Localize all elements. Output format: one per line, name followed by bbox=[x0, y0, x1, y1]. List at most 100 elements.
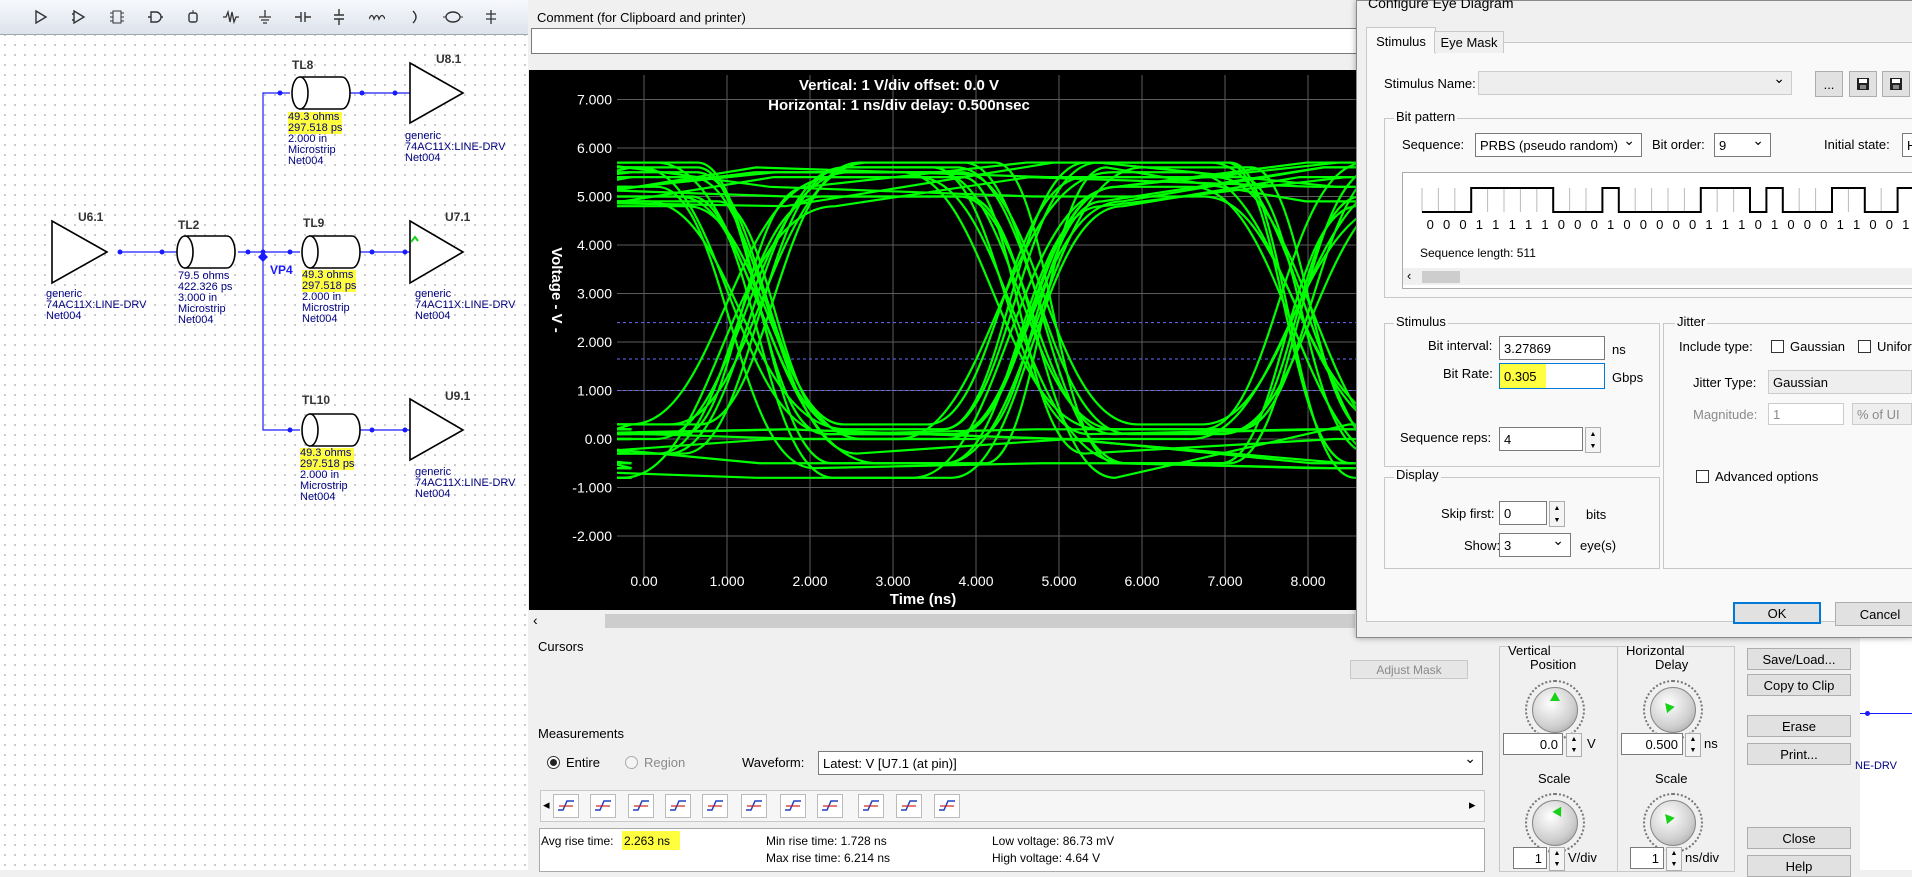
gaussian-checkbox[interactable] bbox=[1771, 340, 1784, 353]
part-ref-tl9: TL9 bbox=[303, 216, 325, 230]
ic-icon[interactable] bbox=[104, 5, 130, 29]
jitter-type-select[interactable]: Gaussian bbox=[1768, 370, 1912, 394]
bit-value-label: 0 bbox=[1591, 217, 1598, 232]
bit-value-label: 0 bbox=[1623, 217, 1630, 232]
inductor-icon[interactable] bbox=[364, 5, 390, 29]
resistor-icon[interactable] bbox=[218, 5, 244, 29]
probe-tool-icon[interactable] bbox=[858, 794, 884, 818]
crossing-tool-icon[interactable] bbox=[817, 794, 843, 818]
schematic-canvas[interactable]: U6.1 generic 74AC11X:LINE-DRV Net004 TL2 7… bbox=[0, 0, 529, 870]
scroll-left-icon[interactable]: ‹ bbox=[533, 612, 538, 628]
knob-indicator-icon bbox=[1550, 692, 1560, 701]
magnitude-input[interactable]: 1 bbox=[1768, 403, 1844, 425]
browse-button[interactable]: ... bbox=[1815, 71, 1843, 97]
bit-scroll-thumb[interactable] bbox=[1422, 271, 1460, 283]
adjust-mask-button[interactable]: Adjust Mask bbox=[1350, 660, 1468, 679]
horizontal-scale-knob[interactable] bbox=[1650, 800, 1696, 846]
part-label-u6[interactable]: generic 74AC11X:LINE-DRV Net004 bbox=[46, 288, 147, 322]
save-load-button[interactable]: Save/Load... bbox=[1747, 648, 1851, 670]
probe-icon[interactable] bbox=[180, 5, 206, 29]
help-button[interactable]: Help bbox=[1747, 855, 1851, 877]
horizontal-scale-input[interactable]: 1 bbox=[1630, 847, 1664, 869]
show-select[interactable]: 3 bbox=[1499, 532, 1571, 557]
vertical-scale-knob[interactable] bbox=[1532, 800, 1578, 846]
vertical-position-input[interactable]: 0.0 bbox=[1503, 733, 1563, 755]
entire-radio[interactable] bbox=[547, 756, 560, 769]
diode-icon[interactable] bbox=[402, 5, 428, 29]
width-tool-icon[interactable] bbox=[741, 794, 767, 818]
part-label-tl2[interactable]: 79.5 ohms 422.326 ps 3.000 in Microstrip Net… bbox=[178, 270, 233, 326]
sequence-reps-input[interactable]: 4 bbox=[1499, 427, 1583, 451]
ok-button[interactable]: OK bbox=[1733, 602, 1821, 624]
bit-value-label: 0 bbox=[1787, 217, 1794, 232]
comment-input[interactable] bbox=[531, 28, 1363, 54]
cap-v-icon[interactable] bbox=[326, 5, 352, 29]
tab-eye-mask[interactable]: Eye Mask bbox=[1434, 31, 1504, 53]
toolbar-scroll-left-icon[interactable]: ◂ bbox=[543, 797, 550, 812]
slope-tool-icon[interactable] bbox=[702, 794, 728, 818]
sequence-reps-spinner[interactable]: ▲ ▼ bbox=[1585, 427, 1601, 453]
eye-tool-icon[interactable] bbox=[934, 794, 960, 818]
driver-icon[interactable] bbox=[28, 5, 54, 29]
initial-state-select[interactable]: H bbox=[1902, 133, 1912, 157]
close-button[interactable]: Close bbox=[1747, 827, 1851, 849]
horizontal-scale-spinner[interactable]: ▲ ▼ bbox=[1666, 847, 1682, 871]
vertical-position-spinner[interactable]: ▲ ▼ bbox=[1566, 733, 1582, 757]
level-tool-icon[interactable] bbox=[665, 794, 691, 818]
bit-value-label: 1 bbox=[1509, 217, 1516, 232]
bit-interval-input[interactable]: 3.27869 bbox=[1499, 336, 1605, 360]
magnitude-unit-select[interactable]: % of UI bbox=[1852, 403, 1912, 425]
part-ref-tl2: TL2 bbox=[178, 218, 200, 232]
vp-label: VP4 bbox=[270, 263, 293, 277]
period-tool-icon[interactable] bbox=[780, 794, 806, 818]
part-label-tl10[interactable]: 49.3 ohms 297.518 ps 2.000 in Microstrip Net… bbox=[300, 447, 355, 503]
bit-pattern-scrollbar[interactable] bbox=[1403, 268, 1912, 285]
ground-icon[interactable] bbox=[252, 5, 278, 29]
pin-icon[interactable] bbox=[478, 5, 504, 29]
save-as-icon[interactable] bbox=[1882, 71, 1910, 97]
bit-scroll-left-icon[interactable]: ‹ bbox=[1407, 268, 1412, 283]
print-button[interactable]: Print... bbox=[1747, 743, 1851, 765]
advanced-options-checkbox[interactable] bbox=[1696, 470, 1709, 483]
save-icon[interactable] bbox=[1849, 71, 1877, 97]
gate-icon[interactable] bbox=[142, 5, 168, 29]
vertical-scale-unit: V/div bbox=[1568, 850, 1597, 865]
horizontal-delay-spinner[interactable]: ▲ ▼ bbox=[1685, 733, 1701, 757]
part-label-u7[interactable]: generic 74AC11X:LINE-DRV Net004 bbox=[415, 288, 516, 322]
skip-first-unit: bits bbox=[1586, 507, 1607, 522]
sequence-select[interactable]: PRBS (pseudo random) bbox=[1475, 132, 1642, 157]
horizontal-delay-knob[interactable] bbox=[1650, 687, 1696, 733]
cancel-button[interactable]: Cancel bbox=[1835, 602, 1912, 626]
erase-button[interactable]: Erase bbox=[1747, 715, 1851, 737]
skip-first-spinner[interactable]: ▲ ▼ bbox=[1549, 501, 1565, 527]
eye-trace bbox=[529, 161, 1361, 441]
toolbar-scroll-right-icon[interactable]: ▸ bbox=[1469, 797, 1476, 812]
vertical-scale-input[interactable]: 1 bbox=[1513, 847, 1547, 869]
edge-tool-icon[interactable] bbox=[628, 794, 654, 818]
part-label-u9[interactable]: generic 74AC11X:LINE-DRV Net004 bbox=[415, 466, 516, 500]
bit-order-select[interactable]: 9 bbox=[1714, 132, 1771, 157]
uniform-checkbox[interactable] bbox=[1858, 340, 1871, 353]
vertical-position-knob[interactable] bbox=[1532, 687, 1578, 733]
rise-time-tool-icon[interactable] bbox=[553, 794, 579, 818]
region-radio[interactable] bbox=[625, 756, 638, 769]
bit-value-label: 1 bbox=[1722, 217, 1729, 232]
stimulus-name-select[interactable] bbox=[1478, 70, 1792, 95]
waveform-select[interactable]: Latest: V [U7.1 (at pin)] bbox=[818, 750, 1483, 775]
bit-rate-input[interactable]: 0.305 bbox=[1499, 363, 1605, 389]
tab-stimulus[interactable]: Stimulus bbox=[1366, 27, 1436, 54]
part-label-tl8[interactable]: 49.3 ohms 297.518 ps 2.000 in Microstrip Net… bbox=[288, 111, 343, 167]
copy-to-clip-button[interactable]: Copy to Clip bbox=[1747, 674, 1851, 696]
part-label-tl9[interactable]: 49.3 ohms 297.518 ps 2.000 in Microstrip Net… bbox=[302, 269, 357, 325]
horizontal-delay-input[interactable]: 0.500 bbox=[1621, 733, 1683, 755]
vertical-scale-spinner[interactable]: ▲ ▼ bbox=[1549, 847, 1565, 871]
jitter-type-label: Jitter Type: bbox=[1693, 375, 1757, 390]
plot-scroll-thumb[interactable] bbox=[605, 614, 1355, 628]
tline-icon[interactable] bbox=[440, 5, 466, 29]
part-label-u8[interactable]: generic 74AC11X:LINE-DRV Net004 bbox=[405, 130, 506, 164]
mask-tool-icon[interactable] bbox=[896, 794, 922, 818]
fall-time-tool-icon[interactable] bbox=[590, 794, 616, 818]
skip-first-input[interactable]: 0 bbox=[1499, 501, 1547, 525]
capacitor-icon[interactable] bbox=[290, 5, 316, 29]
buffer-icon[interactable] bbox=[66, 5, 92, 29]
